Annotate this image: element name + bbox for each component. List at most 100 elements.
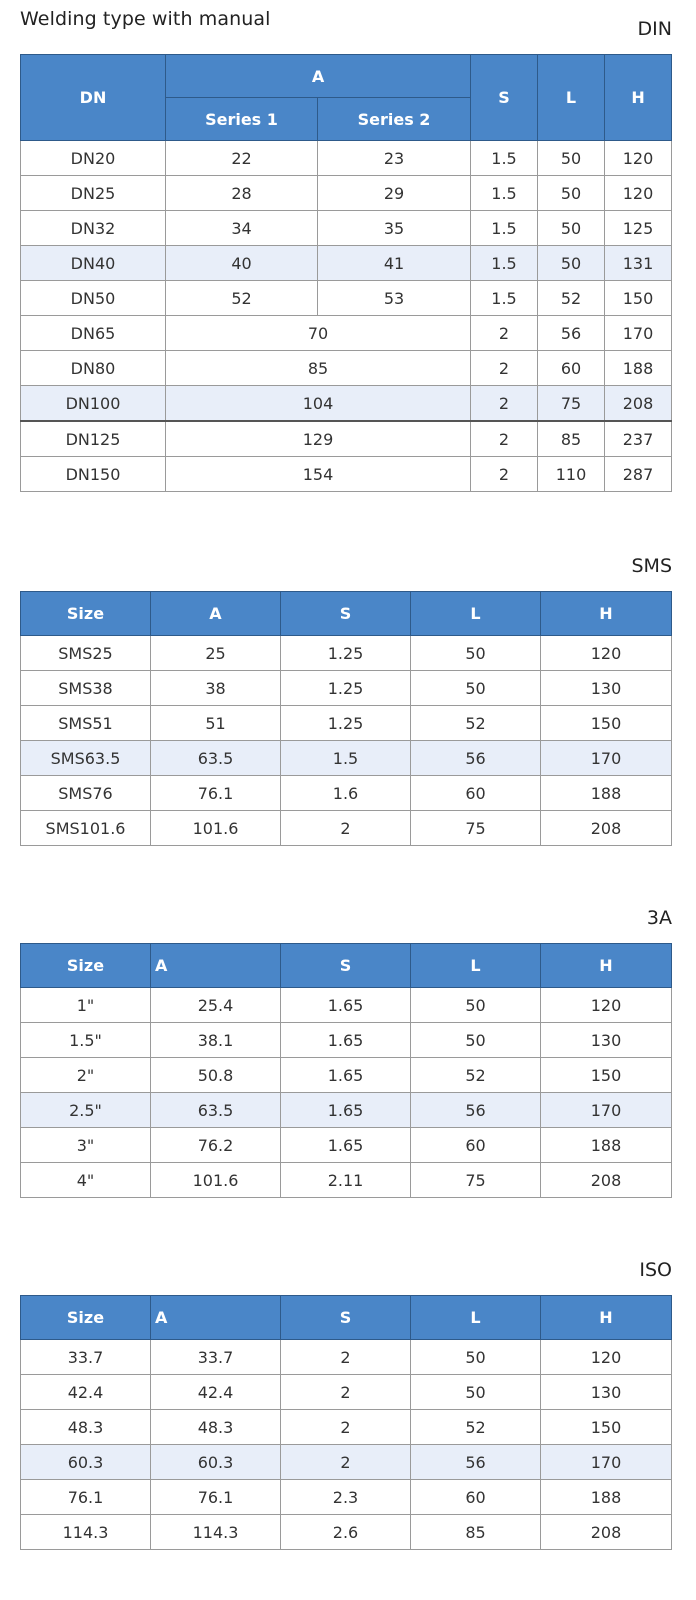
- 3a-label: 3A: [646, 907, 672, 929]
- table-row: DN125 129 2 85 237: [20, 420, 673, 457]
- cell-h: 208: [540, 1162, 672, 1198]
- cell-a2: 23: [316, 140, 472, 176]
- table-row: 2.5" 63.5 1.65 56 170: [20, 1092, 672, 1128]
- cell-size: SMS25: [20, 635, 151, 671]
- cell-s: 2: [470, 385, 539, 422]
- header-a: A: [150, 943, 281, 988]
- cell-h: 188: [540, 1127, 672, 1163]
- cell-s: 2: [470, 315, 539, 351]
- cell-a: 38.1: [150, 1022, 281, 1058]
- table-row: DN65 70 2 56 170: [20, 315, 673, 351]
- page-title: Welding type with manual: [20, 8, 271, 30]
- din-label: DIN: [637, 18, 672, 40]
- table-row: 1" 25.4 1.65 50 120: [20, 987, 672, 1023]
- cell-s: 1.65: [280, 1127, 411, 1163]
- cell-l: 85: [410, 1514, 541, 1550]
- cell-l: 75: [410, 1162, 541, 1198]
- cell-l: 50: [410, 670, 541, 706]
- cell-a: 51: [150, 705, 281, 741]
- cell-a1: 40: [165, 245, 318, 281]
- cell-h: 188: [604, 350, 673, 386]
- cell-size: 33.7: [20, 1339, 151, 1375]
- cell-size: SMS38: [20, 670, 151, 706]
- cell-a: 48.3: [150, 1409, 281, 1445]
- cell-h: 287: [604, 456, 673, 492]
- cell-h: 170: [540, 1444, 672, 1480]
- header-h: H: [540, 591, 672, 636]
- cell-h: 120: [604, 175, 673, 211]
- cell-l: 85: [537, 420, 606, 457]
- cell-dn: DN25: [20, 175, 166, 211]
- cell-h: 120: [540, 1339, 672, 1375]
- cell-l: 50: [537, 140, 606, 176]
- cell-size: 1": [20, 987, 151, 1023]
- cell-l: 60: [410, 1127, 541, 1163]
- table-row: 4" 101.6 2.11 75 208: [20, 1162, 672, 1198]
- header-size: Size: [20, 591, 151, 636]
- cell-s: 2: [280, 1444, 411, 1480]
- cell-dn: DN125: [20, 420, 166, 457]
- cell-size: 2": [20, 1057, 151, 1093]
- cell-size: 76.1: [20, 1479, 151, 1515]
- cell-l: 56: [410, 1092, 541, 1128]
- cell-s: 2: [280, 810, 411, 846]
- cell-a: 76.2: [150, 1127, 281, 1163]
- cell-a: 25: [150, 635, 281, 671]
- cell-a: 154: [164, 456, 472, 492]
- cell-s: 1.5: [470, 140, 539, 176]
- cell-a1: 34: [165, 210, 318, 246]
- table-row: SMS25 25 1.25 50 120: [20, 635, 672, 671]
- cell-a: 76.1: [150, 775, 281, 811]
- cell-size: SMS101.6: [20, 810, 151, 846]
- cell-dn: DN100: [20, 385, 166, 422]
- cell-size: SMS51: [20, 705, 151, 741]
- table-row: DN32 34 35 1.5 50 125: [20, 210, 673, 246]
- cell-s: 1.65: [280, 1022, 411, 1058]
- cell-size: 60.3: [20, 1444, 151, 1480]
- cell-dn: DN65: [20, 315, 166, 351]
- cell-size: 42.4: [20, 1374, 151, 1410]
- table-row: 42.4 42.4 2 50 130: [20, 1374, 672, 1410]
- table-row: 2" 50.8 1.65 52 150: [20, 1057, 672, 1093]
- cell-dn: DN20: [20, 140, 166, 176]
- header-l: L: [410, 943, 541, 988]
- cell-a: 25.4: [150, 987, 281, 1023]
- cell-s: 1.5: [470, 210, 539, 246]
- cell-size: 114.3: [20, 1514, 151, 1550]
- header-s: S: [280, 591, 411, 636]
- cell-s: 2.11: [280, 1162, 411, 1198]
- header-size: Size: [20, 943, 151, 988]
- cell-l: 52: [410, 705, 541, 741]
- cell-s: 1.6: [280, 775, 411, 811]
- cell-s: 2.6: [280, 1514, 411, 1550]
- cell-s: 2: [470, 420, 539, 457]
- iso-label: ISO: [639, 1259, 672, 1281]
- cell-s: 2: [470, 456, 539, 492]
- cell-h: 125: [604, 210, 673, 246]
- cell-a: 42.4: [150, 1374, 281, 1410]
- cell-s: 1.25: [280, 705, 411, 741]
- cell-a: 101.6: [150, 810, 281, 846]
- sms-label: SMS: [631, 555, 672, 577]
- cell-a1: 28: [165, 175, 318, 211]
- cell-s: 1.65: [280, 1057, 411, 1093]
- cell-l: 75: [410, 810, 541, 846]
- table-row: 33.7 33.7 2 50 120: [20, 1339, 672, 1375]
- table-row: SMS63.5 63.5 1.5 56 170: [20, 740, 672, 776]
- cell-l: 60: [410, 775, 541, 811]
- cell-h: 150: [604, 280, 673, 316]
- cell-a: 38: [150, 670, 281, 706]
- cell-h: 120: [540, 635, 672, 671]
- cell-size: SMS63.5: [20, 740, 151, 776]
- cell-s: 2: [470, 350, 539, 386]
- cell-dn: DN40: [20, 245, 166, 281]
- header-s: S: [280, 943, 411, 988]
- header-size: Size: [20, 1295, 151, 1340]
- cell-l: 110: [537, 456, 606, 492]
- cell-l: 50: [410, 987, 541, 1023]
- cell-dn: DN80: [20, 350, 166, 386]
- cell-h: 188: [540, 775, 672, 811]
- header-l: L: [410, 1295, 541, 1340]
- sms-table: Size A S L H SMS25 25 1.25 50 120 SMS38 38 1.2…: [20, 591, 672, 846]
- header-a: A: [150, 591, 281, 636]
